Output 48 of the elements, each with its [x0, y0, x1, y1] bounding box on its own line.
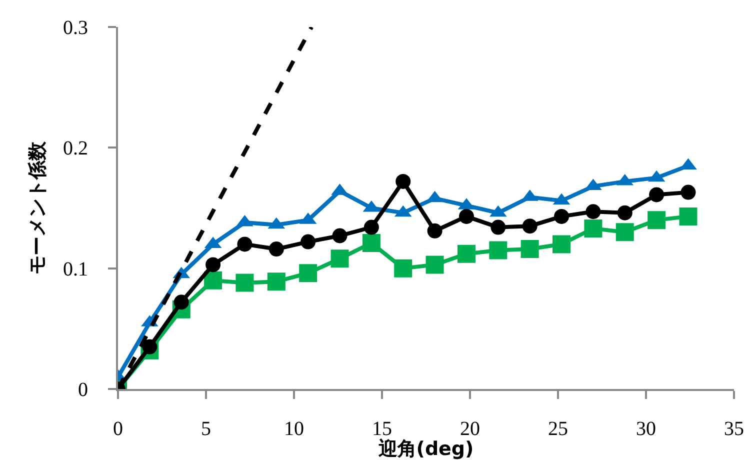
point [237, 236, 252, 252]
point [586, 204, 601, 220]
point [364, 220, 379, 235]
y-tick-label: 0.2 [63, 138, 88, 160]
y-tick-label: 0 [78, 379, 88, 401]
point [649, 187, 664, 202]
point [206, 257, 221, 272]
x-tick-label: 5 [201, 418, 211, 440]
point [394, 259, 412, 278]
point [617, 205, 632, 220]
point [679, 207, 698, 226]
y-tick-label: 0.1 [63, 258, 88, 280]
point [616, 223, 634, 242]
y-axis-title: モーメント係数 [26, 140, 48, 274]
point [490, 220, 506, 235]
point [268, 242, 284, 257]
point [520, 240, 539, 258]
point [330, 250, 349, 268]
x-tick-label: 20 [460, 418, 480, 440]
point [458, 208, 474, 224]
point [332, 228, 348, 244]
point [522, 218, 538, 234]
point [552, 235, 571, 254]
point [680, 184, 696, 200]
point [174, 294, 189, 310]
point [204, 271, 222, 290]
x-tick-label: 15 [372, 418, 392, 440]
point [554, 208, 570, 224]
x-tick-label: 25 [548, 418, 568, 440]
point [396, 174, 411, 189]
point [299, 264, 318, 282]
point [584, 220, 602, 238]
point [300, 234, 316, 250]
point [489, 241, 508, 260]
x-axis-title: 迎角(deg) [377, 438, 474, 460]
x-tick-label: 10 [284, 418, 304, 440]
point [648, 211, 666, 230]
x-tick-label: 35 [724, 418, 744, 440]
point [142, 339, 158, 354]
point [427, 223, 442, 238]
point [457, 244, 476, 263]
point [426, 256, 444, 274]
x-tick-label: 0 [113, 418, 123, 440]
y-tick-label: 0.3 [63, 17, 88, 39]
point [267, 272, 286, 291]
point [236, 274, 254, 292]
point [362, 234, 380, 252]
x-tick-label: 30 [636, 418, 656, 440]
